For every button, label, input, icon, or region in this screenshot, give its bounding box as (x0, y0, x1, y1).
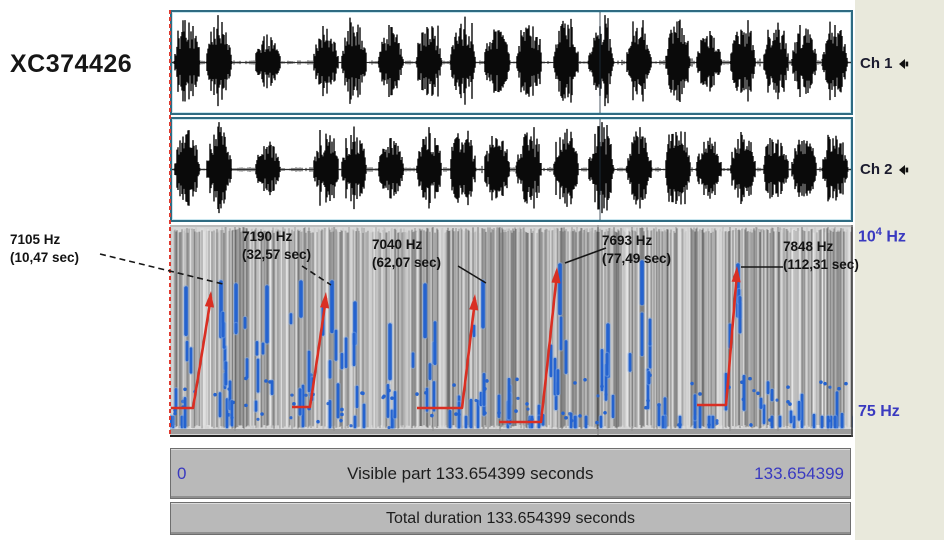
spectrogram-figure (166, 225, 860, 437)
visible-end-time: 133.654399 (754, 463, 844, 483)
freq-max-unit: Hz (881, 228, 906, 246)
visible-part-label: Visible part 133.654399 seconds (347, 463, 594, 483)
waveform-ch1 (171, 12, 851, 113)
waveform-panel-ch2[interactable] (170, 117, 853, 222)
visible-start-time: 0 (177, 463, 187, 483)
channel-2-text: Ch 2 (860, 161, 893, 178)
right-margin-panel (855, 0, 944, 540)
channel-2-label: Ch 2 (860, 161, 910, 178)
annotation-frequency: 7105 Hz (10, 232, 61, 247)
freq-max-label: 104 Hz (858, 226, 906, 246)
freq-max-base: 10 (858, 228, 876, 246)
freq-max-exp: 4 (875, 226, 882, 238)
speaker-icon[interactable] (898, 58, 910, 70)
waveform-panel-ch1[interactable] (170, 10, 853, 115)
cursor-left-edge-line (169, 10, 171, 437)
total-duration-label: Total duration 133.654399 seconds (385, 509, 636, 527)
visible-part-bar[interactable]: 0 Visible part 133.654399 seconds 133.65… (170, 448, 851, 499)
spectrogram-panel[interactable] (166, 225, 860, 437)
total-duration-bar[interactable]: Total duration 133.654399 seconds (170, 502, 851, 535)
channel-1-text: Ch 1 (860, 55, 893, 72)
annotation-time: (10,47 sec) (10, 250, 80, 265)
recording-id-label: XC374426 (10, 50, 133, 78)
channel-1-label: Ch 1 (860, 55, 910, 72)
waveform-ch2 (171, 119, 851, 220)
speaker-icon[interactable] (898, 164, 910, 176)
spectro-annotation-1: 7105 Hz (10,47 sec) (10, 231, 79, 267)
freq-min-label: 75 Hz (858, 403, 900, 420)
